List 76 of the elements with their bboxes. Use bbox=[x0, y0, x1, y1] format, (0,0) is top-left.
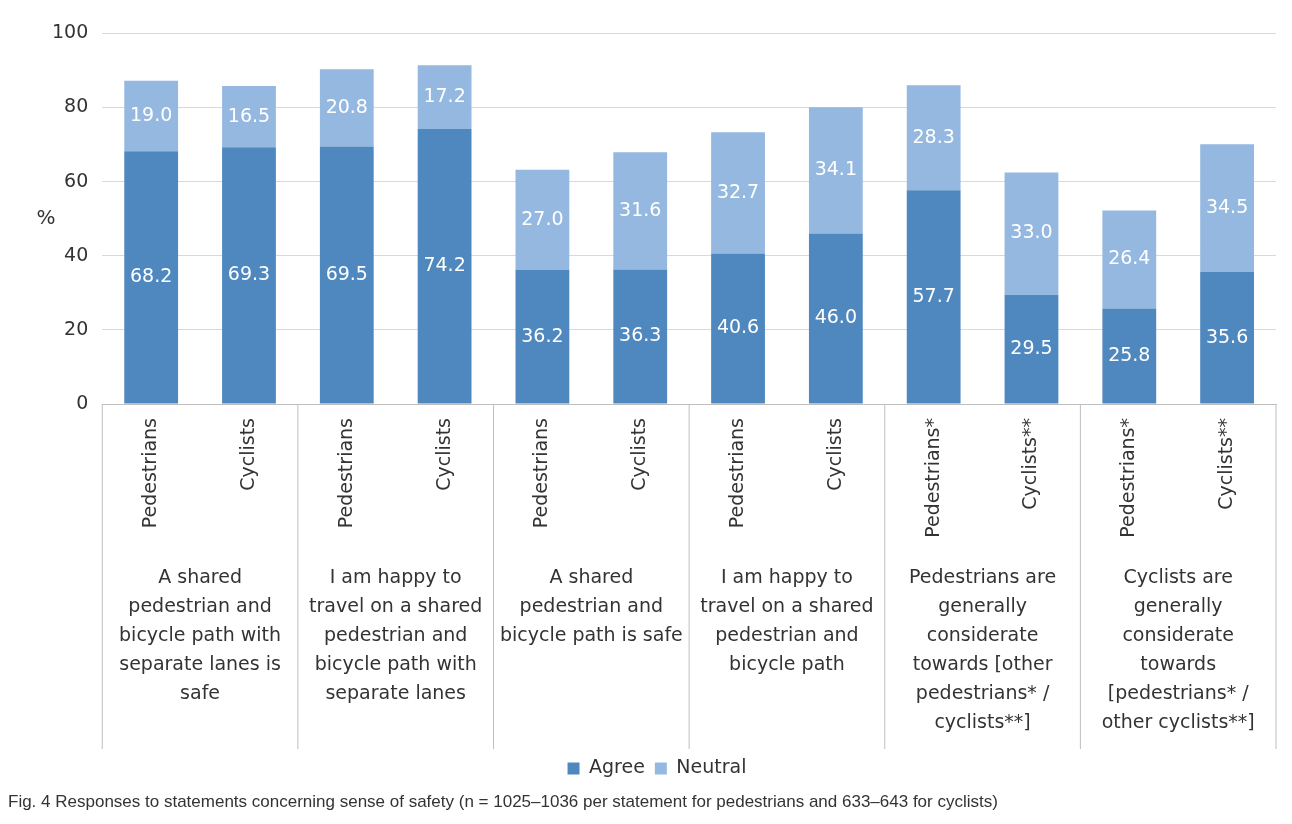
data-label: 69.5 bbox=[325, 261, 368, 284]
bar bbox=[1200, 144, 1254, 273]
bar bbox=[711, 253, 765, 404]
x-tick-label: Cyclists** bbox=[1214, 418, 1237, 510]
x-tick-label: Pedestrians bbox=[529, 418, 552, 529]
data-label: 40.6 bbox=[716, 315, 760, 338]
x-tick-label: Cyclists bbox=[235, 418, 258, 491]
bar bbox=[1004, 172, 1059, 295]
caption: Fig. 4 Responses to statements concerning sense of safety (n = 1025–1036 per statement for pedestrians and 633–643 for cyclists) bbox=[8, 792, 999, 812]
y-tick-label: 80 bbox=[64, 94, 89, 117]
y-axis-title: % bbox=[36, 204, 56, 229]
text: I am happy to travel on a shared pedestrian and bicycle path with separate lanes bbox=[309, 565, 483, 704]
data-label: 68.2 bbox=[130, 264, 173, 287]
bar bbox=[1200, 272, 1254, 404]
bar bbox=[124, 151, 179, 404]
legend-label: Neutral bbox=[676, 755, 747, 778]
data-label: 31.6 bbox=[619, 197, 662, 220]
bar bbox=[808, 233, 863, 404]
data-label: 20.8 bbox=[325, 94, 368, 117]
x-tick-label: Pedestrians* bbox=[920, 418, 943, 538]
bar bbox=[124, 80, 179, 152]
y-tick-label: 20 bbox=[64, 316, 89, 339]
bar bbox=[417, 129, 472, 404]
x-tick-label: Cyclists bbox=[627, 418, 650, 491]
data-label: 74.2 bbox=[423, 253, 466, 276]
data-label: 25.8 bbox=[1108, 342, 1151, 365]
data-label: 16.5 bbox=[227, 103, 271, 126]
data-label: 34.5 bbox=[1205, 195, 1249, 218]
data-label: 29.5 bbox=[1010, 336, 1053, 359]
bar bbox=[417, 65, 472, 130]
y-tick-label: 60 bbox=[64, 168, 89, 191]
legend-label: Agree bbox=[589, 755, 645, 778]
y-tick-label: 0 bbox=[76, 390, 89, 413]
data-label: 17.2 bbox=[423, 84, 466, 107]
data-label: 69.3 bbox=[227, 262, 271, 285]
data-label: 32.7 bbox=[716, 179, 760, 202]
text: A shared pedestrian and bicycle path is safe bbox=[499, 565, 683, 646]
x-tick-label: Pedestrians bbox=[333, 418, 356, 529]
bar bbox=[1102, 210, 1157, 309]
bar bbox=[613, 269, 668, 404]
bar bbox=[515, 269, 570, 404]
x-tick-label: Pedestrians bbox=[138, 418, 161, 529]
x-tick-label: Cyclists bbox=[431, 418, 454, 491]
data-label: 36.2 bbox=[521, 323, 564, 346]
bar bbox=[906, 190, 961, 404]
bar bbox=[222, 147, 276, 404]
text: A shared pedestrian and bicycle path with separate lanes is safe bbox=[119, 565, 282, 704]
bar bbox=[711, 132, 765, 254]
y-tick-label: 40 bbox=[64, 242, 89, 265]
text: Cyclists are generally considerate towards [pedestrians* / other cyclists**] bbox=[1101, 565, 1255, 733]
bar bbox=[906, 85, 961, 191]
data-label: 36.3 bbox=[619, 323, 662, 346]
x-tick-label: Pedestrians bbox=[724, 418, 747, 529]
bar bbox=[319, 146, 374, 404]
x-tick-label: Cyclists bbox=[822, 418, 845, 491]
y-tick-label: 100 bbox=[52, 20, 89, 43]
data-label: 26.4 bbox=[1108, 246, 1151, 269]
bar bbox=[613, 152, 668, 270]
data-label: 19.0 bbox=[130, 102, 173, 125]
data-label: 46.0 bbox=[814, 305, 858, 328]
data-label: 28.3 bbox=[912, 124, 955, 147]
x-tick-label: Pedestrians* bbox=[1116, 418, 1139, 538]
bar bbox=[1004, 294, 1059, 404]
bar bbox=[808, 107, 863, 234]
x-tick-label: Cyclists** bbox=[1018, 418, 1041, 510]
text: I am happy to travel on a shared pedestrian and bicycle path bbox=[700, 565, 874, 675]
text: Pedestrians are generally considerate towards [other pedestrians* / cyclists**] bbox=[909, 565, 1057, 733]
bar bbox=[515, 169, 570, 270]
bar bbox=[1102, 308, 1157, 404]
data-label: 35.6 bbox=[1205, 324, 1249, 347]
bar bbox=[319, 69, 374, 147]
bar bbox=[222, 86, 276, 148]
data-label: 27.0 bbox=[521, 206, 564, 229]
data-label: 34.1 bbox=[814, 157, 858, 180]
data-label: 57.7 bbox=[912, 283, 955, 306]
data-label: 33.0 bbox=[1010, 220, 1053, 243]
